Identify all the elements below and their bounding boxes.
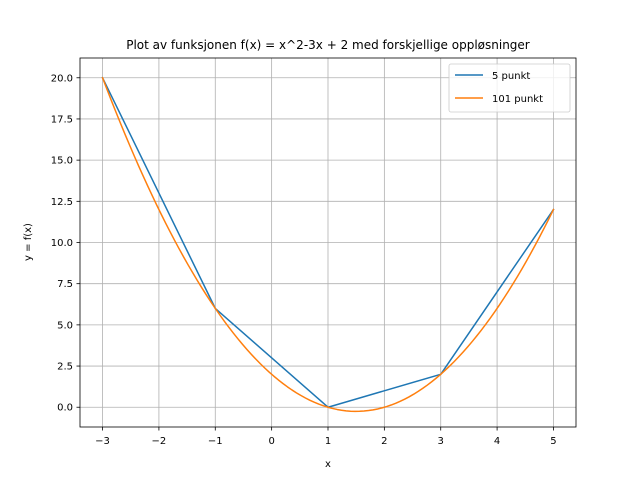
y-tick-label: 15.0 bbox=[51, 156, 73, 167]
x-tick-label: −1 bbox=[208, 436, 223, 447]
y-axis-label: y = f(x) bbox=[23, 223, 34, 261]
series-line-101-punkt bbox=[101, 76, 555, 413]
legend-label-101-punkt: 101 punkt bbox=[492, 94, 543, 105]
x-tick-label: 5 bbox=[550, 436, 556, 447]
y-tick-label: 20.0 bbox=[51, 73, 73, 84]
x-tick-label: 4 bbox=[494, 436, 500, 447]
x-tick-label: −3 bbox=[95, 436, 110, 447]
x-tick-label: −2 bbox=[152, 436, 167, 447]
y-tick-label: 2.5 bbox=[57, 362, 73, 373]
x-tick-label: 1 bbox=[325, 436, 331, 447]
x-tick-label: 2 bbox=[381, 436, 387, 447]
series-layer bbox=[101, 76, 555, 413]
grid-layer bbox=[80, 58, 576, 427]
y-tick-label: 5.0 bbox=[57, 320, 73, 331]
y-tick-label: 7.5 bbox=[57, 279, 73, 290]
legend-box bbox=[448, 63, 571, 113]
y-tick-label: 10.0 bbox=[51, 238, 73, 249]
ticks-layer: −3 −2 −1 0 1 2 3 4 5 0.0 2.5 5.0 7.5 10.0 12.5 15.0 17.5… bbox=[51, 73, 557, 447]
legend-label-5-punkt: 5 punkt bbox=[492, 71, 530, 82]
y-tick-label: 0.0 bbox=[57, 403, 73, 414]
legend: 5 punkt 101 punkt bbox=[448, 63, 571, 113]
y-tick-label: 12.5 bbox=[51, 197, 73, 208]
x-axis-label: x bbox=[325, 459, 331, 470]
chart-title: Plot av funksjonen f(x) = x^2-3x + 2 med… bbox=[126, 38, 530, 52]
y-tick-label: 17.5 bbox=[51, 114, 73, 125]
x-tick-label: 0 bbox=[268, 436, 274, 447]
x-tick-label: 3 bbox=[438, 436, 444, 447]
